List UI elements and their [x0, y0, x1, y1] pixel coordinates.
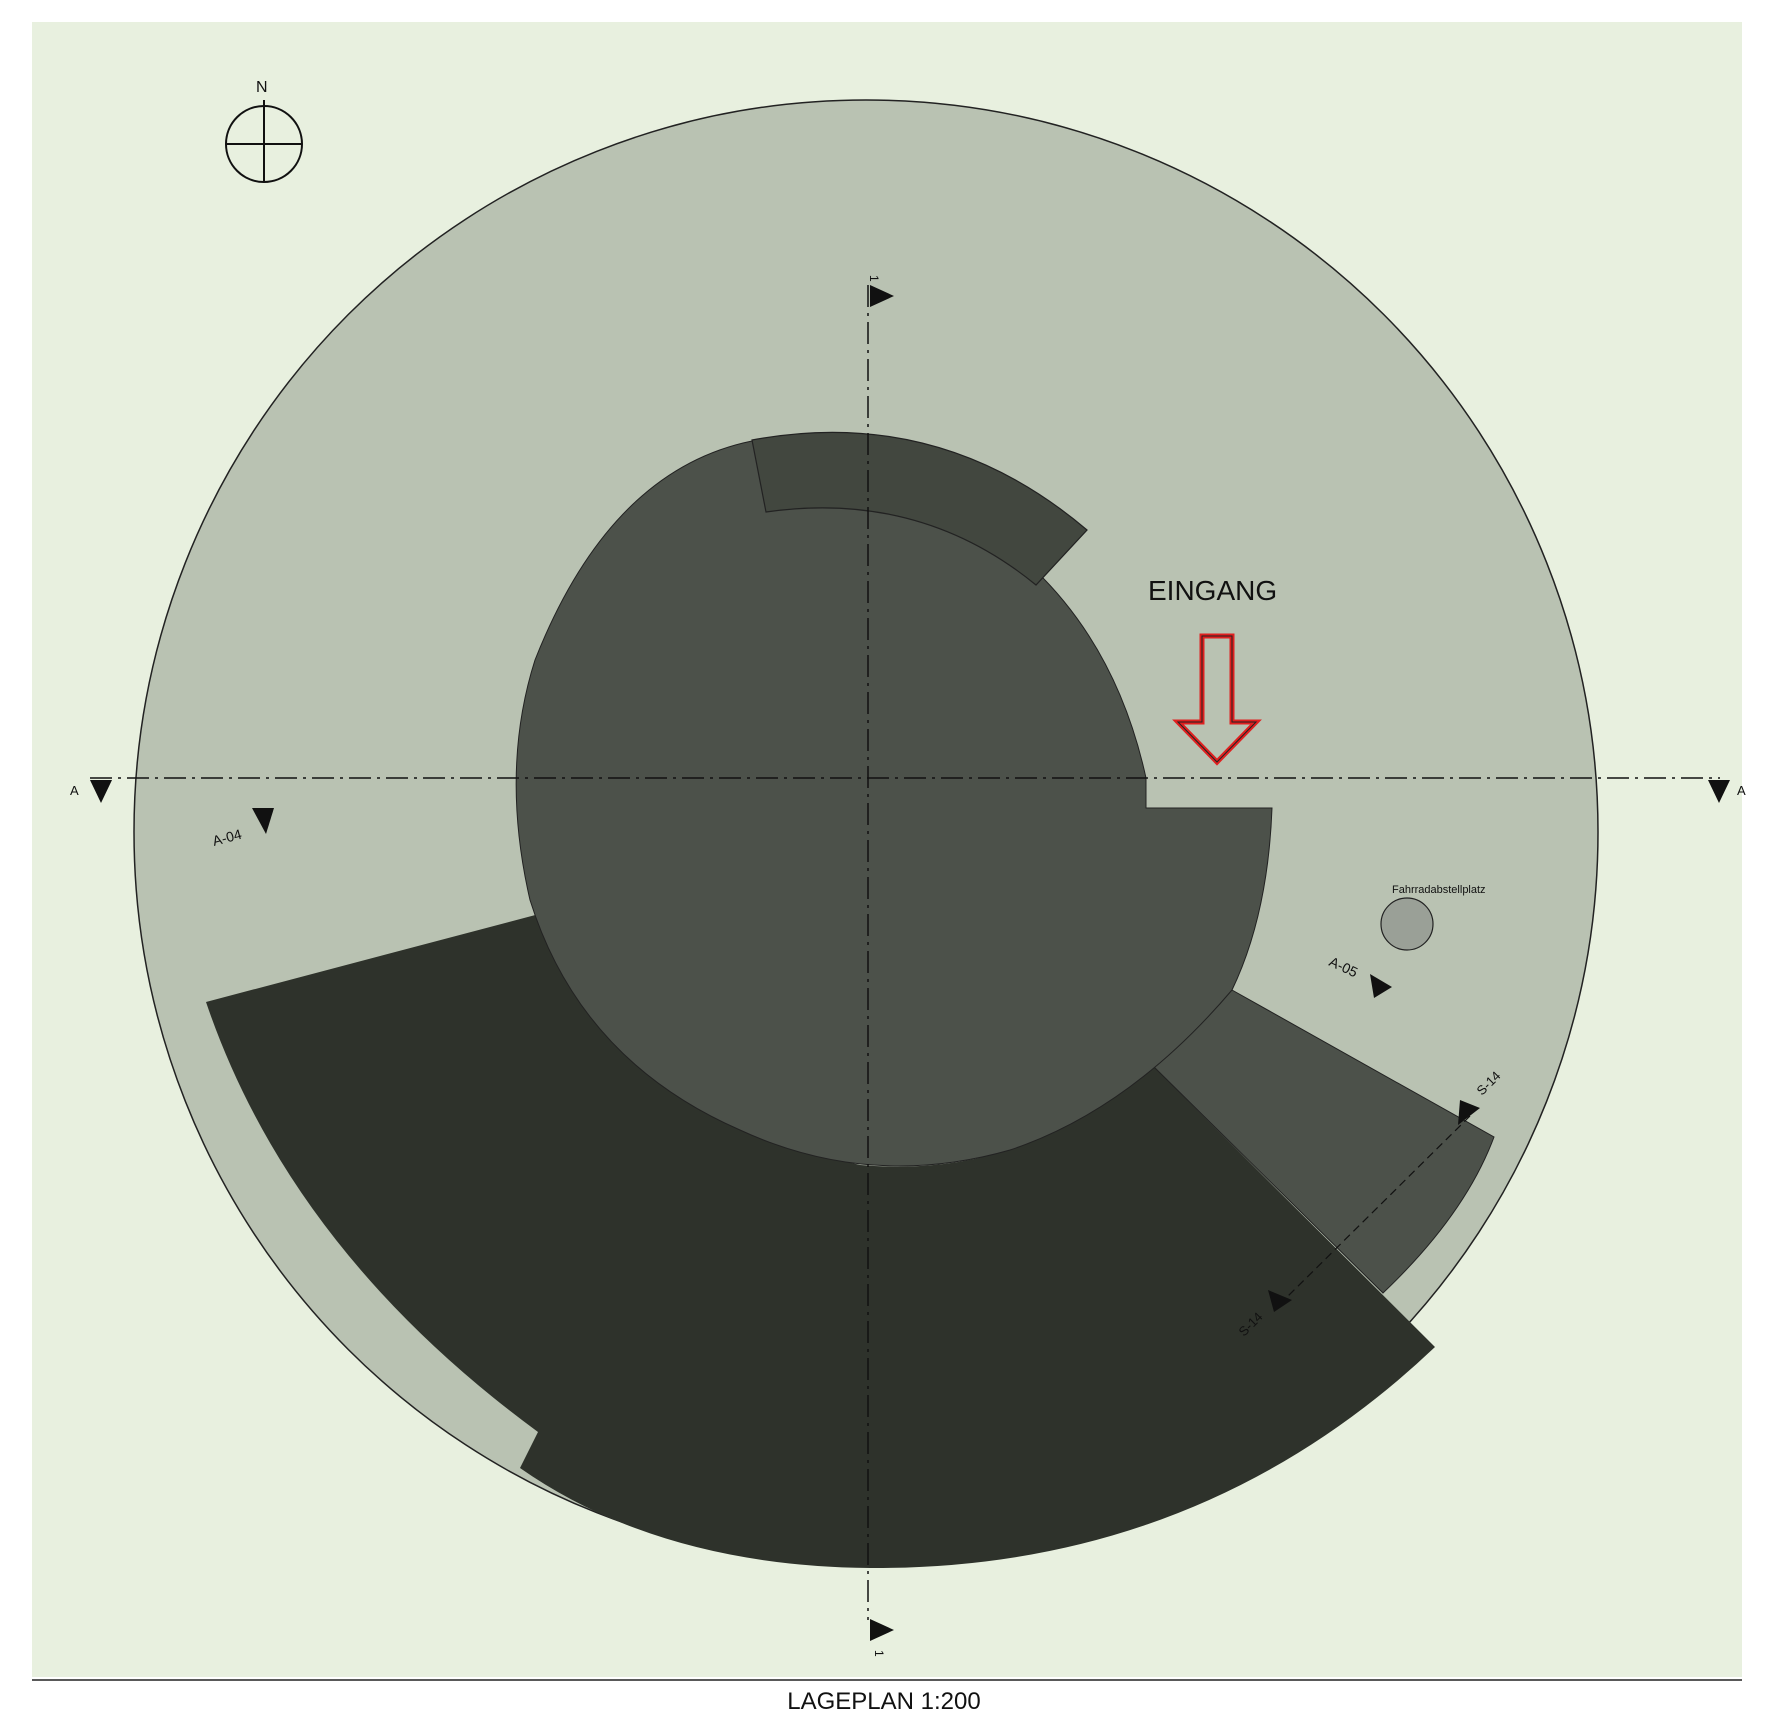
- entrance-label: EINGANG: [1148, 575, 1277, 606]
- section-line-s14: [1283, 1115, 1471, 1301]
- north-arc-building: [751, 431, 1088, 586]
- section-label-1-top: 1: [867, 275, 881, 282]
- entrance-arrow-outline: [1176, 635, 1258, 763]
- bike-parking-circle: [1380, 897, 1434, 951]
- section-marker-a-right: [1708, 780, 1730, 803]
- north-label: N: [256, 79, 268, 96]
- section-marker-a04: [252, 808, 274, 834]
- section-marker-a-left: [90, 780, 112, 803]
- section-marker-a05: [1370, 974, 1392, 998]
- north-compass-icon: [225, 100, 303, 183]
- section-label-a04: A-04: [211, 826, 244, 849]
- section-marker-s14-bottom: [1268, 1290, 1292, 1312]
- section-marker-1-top: [870, 285, 894, 307]
- bike-parking-label: Fahrradabstellplatz: [1392, 884, 1486, 896]
- section-label-1-bottom: 1: [872, 1650, 886, 1657]
- inner-building: [515, 440, 1273, 1167]
- section-label-a-right: A: [1737, 783, 1746, 798]
- section-marker-1-bottom: [870, 1619, 894, 1641]
- section-marker-s14-top: [1458, 1100, 1480, 1125]
- outer-wing-building: [206, 909, 1435, 1569]
- east-wing-building: [1149, 989, 1495, 1294]
- section-label-a-left: A: [70, 783, 79, 798]
- plan-caption: LAGEPLAN 1:200: [787, 1688, 981, 1715]
